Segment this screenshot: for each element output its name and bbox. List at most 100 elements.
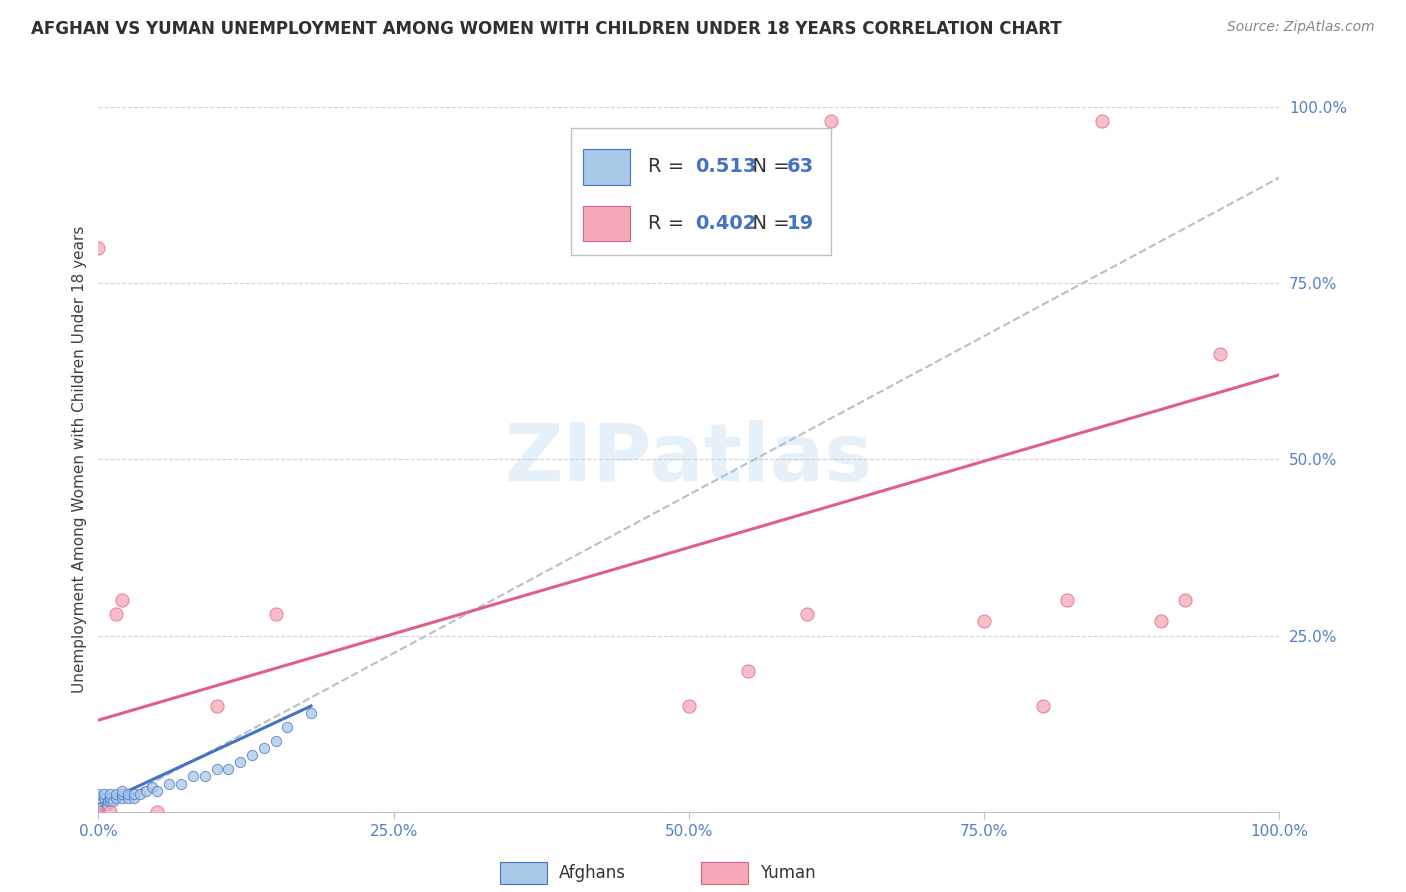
Point xyxy=(157,776,180,790)
Point xyxy=(253,741,276,756)
Point xyxy=(87,790,110,805)
Point xyxy=(98,787,121,801)
Point xyxy=(98,790,121,805)
Point xyxy=(93,790,115,805)
Point xyxy=(111,593,134,607)
Text: Yuman: Yuman xyxy=(759,864,815,882)
Point xyxy=(264,734,287,748)
Point xyxy=(276,720,298,734)
Point xyxy=(87,799,110,814)
Text: N =: N = xyxy=(740,157,796,177)
Point xyxy=(205,763,228,777)
Point xyxy=(96,797,118,812)
Point xyxy=(737,664,759,678)
Text: Afghans: Afghans xyxy=(560,864,626,882)
Point xyxy=(87,797,110,812)
Point xyxy=(170,776,193,790)
Point xyxy=(141,780,163,794)
Point xyxy=(194,769,217,784)
Point xyxy=(973,615,995,629)
FancyBboxPatch shape xyxy=(582,206,630,241)
Y-axis label: Unemployment Among Women with Children Under 18 years: Unemployment Among Women with Children U… xyxy=(72,226,87,693)
Point xyxy=(678,699,700,714)
Point xyxy=(205,699,228,714)
Point xyxy=(87,805,110,819)
Point xyxy=(117,790,139,805)
FancyBboxPatch shape xyxy=(700,862,748,884)
Point xyxy=(240,748,263,763)
Point xyxy=(146,783,169,797)
Point xyxy=(1091,114,1114,128)
Point xyxy=(101,794,124,808)
Text: AFGHAN VS YUMAN UNEMPLOYMENT AMONG WOMEN WITH CHILDREN UNDER 18 YEARS CORRELATIO: AFGHAN VS YUMAN UNEMPLOYMENT AMONG WOMEN… xyxy=(31,20,1062,37)
Text: N =: N = xyxy=(740,214,796,233)
Text: 0.513: 0.513 xyxy=(695,157,756,177)
Point xyxy=(98,794,121,808)
Point xyxy=(1032,699,1054,714)
Point xyxy=(217,763,239,777)
Point xyxy=(1174,593,1197,607)
Point xyxy=(87,805,110,819)
Point xyxy=(87,790,110,805)
Point xyxy=(87,801,110,815)
Point xyxy=(87,805,110,819)
Point xyxy=(820,114,842,128)
Text: 63: 63 xyxy=(787,157,814,177)
Point xyxy=(87,805,110,819)
Point xyxy=(87,805,110,819)
Point xyxy=(181,769,204,784)
Point xyxy=(135,783,157,797)
Point xyxy=(97,794,120,808)
Text: R =: R = xyxy=(648,157,690,177)
Point xyxy=(105,787,128,801)
Point xyxy=(128,787,150,801)
Point xyxy=(87,805,110,819)
Point xyxy=(1056,593,1078,607)
Point xyxy=(87,241,110,255)
Point xyxy=(299,706,322,720)
Point xyxy=(264,607,287,622)
Point xyxy=(87,790,110,805)
Point xyxy=(146,805,169,819)
Point xyxy=(98,805,121,819)
Point xyxy=(1150,615,1173,629)
Text: 0.402: 0.402 xyxy=(695,214,756,233)
Text: 19: 19 xyxy=(787,214,814,233)
Point xyxy=(87,797,110,812)
Text: ZIPatlas: ZIPatlas xyxy=(505,420,873,499)
Point xyxy=(87,805,110,819)
FancyBboxPatch shape xyxy=(501,862,547,884)
Point xyxy=(111,783,134,797)
Point xyxy=(87,797,110,812)
Point xyxy=(796,607,818,622)
Point xyxy=(1209,346,1232,360)
Point xyxy=(122,790,145,805)
Point xyxy=(105,607,128,622)
Point xyxy=(87,797,110,812)
Point xyxy=(87,805,110,819)
Point xyxy=(87,801,110,815)
Point xyxy=(87,805,110,819)
Point xyxy=(87,801,110,815)
Point xyxy=(87,805,110,819)
Point xyxy=(87,797,110,812)
Point xyxy=(87,787,110,801)
Point xyxy=(105,790,128,805)
Point xyxy=(111,787,134,801)
Text: R =: R = xyxy=(648,214,690,233)
Point xyxy=(87,805,110,819)
Point xyxy=(111,790,134,805)
Point xyxy=(87,794,110,808)
Point xyxy=(87,805,110,819)
Point xyxy=(122,787,145,801)
Point xyxy=(229,756,252,770)
FancyBboxPatch shape xyxy=(571,128,831,255)
Point xyxy=(117,787,139,801)
Text: Source: ZipAtlas.com: Source: ZipAtlas.com xyxy=(1227,20,1375,34)
Point xyxy=(87,805,110,819)
FancyBboxPatch shape xyxy=(582,149,630,185)
Point xyxy=(87,805,110,819)
Point xyxy=(93,787,115,801)
Point xyxy=(87,805,110,819)
Point xyxy=(87,794,110,808)
